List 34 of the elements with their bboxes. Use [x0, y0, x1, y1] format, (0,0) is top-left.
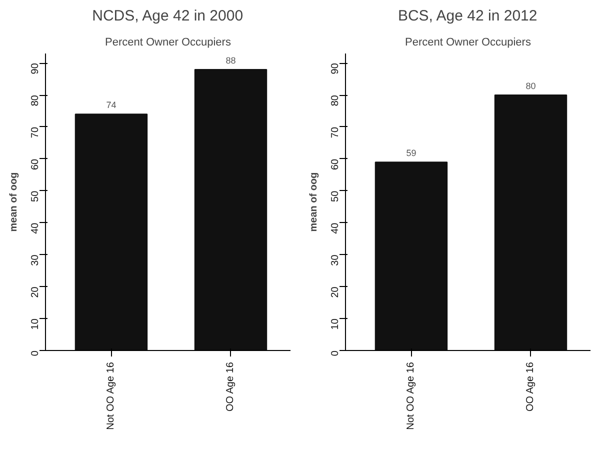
data-label: 74 — [106, 100, 116, 110]
x-tick-label: Not OO Age 16 — [406, 362, 417, 430]
y-tick-label: 10 — [30, 318, 41, 330]
y-tick-label: 60 — [330, 158, 341, 170]
y-tick-label: 70 — [330, 126, 341, 138]
y-tick-label: 80 — [30, 94, 41, 106]
y-tick-label: 10 — [330, 318, 341, 330]
y-axis-title: mean of oog — [8, 172, 20, 232]
data-label: 88 — [226, 55, 236, 66]
y-tick-label: 90 — [330, 62, 341, 74]
y-tick-label: 20 — [330, 286, 341, 298]
y-tick-label: 50 — [30, 190, 41, 202]
x-tick-label: Not OO Age 16 — [106, 362, 117, 430]
y-tick-label: 20 — [30, 286, 41, 298]
y-tick-label: 30 — [30, 254, 41, 266]
x-tick-label: OO Age 16 — [525, 362, 536, 412]
y-tick-label: 70 — [30, 126, 41, 138]
y-tick-label: 40 — [330, 222, 341, 234]
y-tick-label: 60 — [30, 158, 41, 170]
data-label: 80 — [526, 81, 536, 92]
data-label: 59 — [406, 148, 416, 158]
y-axis-title: mean of oog — [308, 172, 320, 232]
y-tick-label: 30 — [330, 254, 341, 266]
chart-title: BCS, Age 42 in 2012 — [398, 8, 538, 24]
chart-subtitle: Percent Owner Occupiers — [405, 36, 532, 48]
y-tick-label: 0 — [330, 350, 341, 356]
y-tick-label: 40 — [30, 222, 41, 234]
y-tick-label: 50 — [330, 190, 341, 202]
chart-subtitle: Percent Owner Occupiers — [105, 36, 232, 48]
y-tick-label: 0 — [30, 350, 41, 356]
x-tick-label: OO Age 16 — [225, 362, 236, 412]
y-tick-label: 80 — [330, 94, 341, 106]
y-tick-label: 90 — [30, 62, 41, 74]
chart-title: NCDS, Age 42 in 2000 — [92, 8, 244, 24]
